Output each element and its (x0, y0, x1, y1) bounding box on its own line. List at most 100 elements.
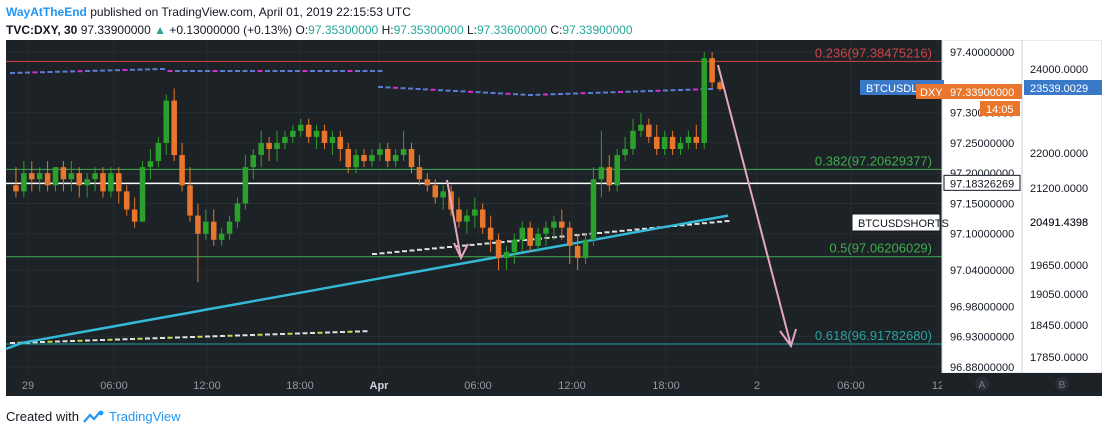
marker-line-label: 97.18326269 (950, 178, 1014, 190)
last-price: 97.33900000 (80, 23, 151, 37)
fib-level-label: 0.236(97.38475216) (815, 45, 932, 60)
auto-scale-button-icon[interactable] (975, 377, 989, 391)
high-label: H: (381, 23, 394, 37)
candle-body (487, 227, 494, 240)
candle-body (598, 167, 605, 180)
candle-body (329, 136, 336, 143)
low-value: 97.33600000 (477, 23, 548, 37)
close-value: 97.33900000 (562, 23, 633, 37)
candle-body (661, 136, 668, 149)
candle-body (424, 179, 431, 186)
marker-line-label-box (943, 174, 1021, 191)
author-link[interactable]: WayAtTheEnd (6, 5, 87, 19)
publish-header: WayAtTheEnd published on TradingView.com… (6, 4, 411, 20)
candle-body (123, 191, 130, 210)
candle-body (717, 82, 723, 90)
price-axis[interactable]: 97.4000000097.3000000097.2500000097.2000… (943, 47, 1021, 374)
btc-axis-panel[interactable] (1021, 39, 1103, 374)
candle-body (305, 124, 312, 137)
open-value: 97.35300000 (308, 23, 379, 37)
btc-shorts-value: 20491.4398 (1030, 217, 1088, 229)
candle-body (622, 148, 628, 156)
candle-body (614, 155, 620, 186)
arrow-2-line (717, 64, 792, 347)
time-axis-tick: 12 (932, 380, 944, 392)
footer: Created with TradingView (6, 409, 181, 424)
btc-scale-button-icon[interactable] (1055, 377, 1069, 391)
candle-body (416, 167, 423, 180)
chart-container[interactable]: 0.236(97.38475216) 0.382(97.20629377) 0.5(… (5, 39, 1103, 396)
candle-body (385, 148, 391, 162)
candle-body (44, 173, 51, 186)
candle-body (29, 173, 35, 180)
candle-body (60, 167, 67, 180)
candle-body (13, 185, 19, 192)
price-axis-tick: 97.15000000 (950, 198, 1014, 210)
fib-level-label: 0.618(96.91782680) (815, 328, 932, 343)
candle-body (464, 215, 470, 222)
candle-body (646, 124, 652, 137)
candle-body (250, 155, 257, 168)
low-label: L: (466, 23, 477, 37)
candle-body (92, 173, 98, 180)
time-axis-tick: 18:00 (652, 380, 680, 392)
candle-body (535, 233, 541, 246)
dxy-value: 97.33900000 (950, 87, 1014, 99)
time-axis-tick: 2 (754, 380, 760, 392)
candle-body (108, 173, 114, 192)
price-axis-tick: 97.04000000 (950, 265, 1014, 277)
candle-body (400, 148, 407, 156)
btc-axis[interactable]: 24000.0000 22000.0000 21200.0000 20491.4398… (1030, 64, 1088, 364)
candle-body (282, 136, 288, 143)
candle-body (187, 185, 193, 216)
candle-body (574, 245, 581, 258)
time-axis-tick: 12:00 (558, 380, 586, 392)
fib-level-label: 0.382(97.20629377) (815, 153, 932, 168)
price-axis-tick: 97.25000000 (950, 138, 1014, 150)
candle-body (693, 136, 700, 143)
candle-body (226, 221, 233, 234)
candle-body (685, 136, 692, 143)
candle-body (266, 142, 272, 149)
btc-longs-value: 23539.0029 (1030, 83, 1088, 95)
candle-body (163, 100, 170, 143)
btc-axis-tick: 22000.0000 (1030, 148, 1088, 160)
symbol-label: TVC:DXY, 30 (6, 23, 78, 37)
btc-axis-tick: 20491.4398 (1030, 217, 1088, 229)
time-axis-tick: 12:00 (193, 380, 221, 392)
tradingview-brand[interactable]: TradingView (108, 409, 181, 424)
candle-body (638, 124, 644, 131)
candle-body (630, 130, 636, 149)
time-axis-tick: Apr (370, 380, 390, 392)
countdown-box (980, 101, 1020, 116)
time-axis-tick: 06:00 (464, 380, 492, 392)
candle-body (242, 167, 249, 204)
candle-body (147, 161, 154, 168)
time-axis[interactable]: 29 06:00 12:00 18:00 Apr 06:00 12:00 18:00 2 06:0… (22, 380, 944, 392)
candle-body (582, 239, 589, 258)
auto-scale-button-label: A (979, 380, 986, 391)
time-axis-panel[interactable] (6, 373, 942, 396)
btc-axis-tick: 24000.0000 (1030, 64, 1088, 76)
candle-body (495, 239, 502, 258)
arrow-2-head (779, 328, 797, 349)
candle-body (274, 142, 280, 149)
candle-body (709, 58, 715, 83)
projection-arrows (446, 64, 797, 349)
high-value: 97.35300000 (393, 23, 464, 37)
tradingview-logo-icon (83, 410, 104, 423)
candle-body (131, 209, 138, 222)
ohlc-legend: TVC:DXY, 30 97.33900000 ▲ +0.13000000 (+… (6, 22, 633, 38)
btc-longs-value-box (1024, 80, 1102, 95)
dxy-tag-box (916, 84, 946, 99)
plot-background (6, 40, 942, 373)
btc-axis-tick: 17850.0000 (1030, 352, 1088, 364)
btc-axis-tick: 18450.0000 (1030, 320, 1088, 332)
btc-shorts-tag-box (851, 213, 941, 232)
candle-body (653, 136, 660, 149)
price-chart[interactable]: 0.236(97.38475216) 0.382(97.20629377) 0.5(… (5, 39, 1103, 396)
time-axis-tick: 29 (22, 380, 34, 392)
grid-lines (6, 40, 942, 373)
candle-body (52, 167, 59, 186)
